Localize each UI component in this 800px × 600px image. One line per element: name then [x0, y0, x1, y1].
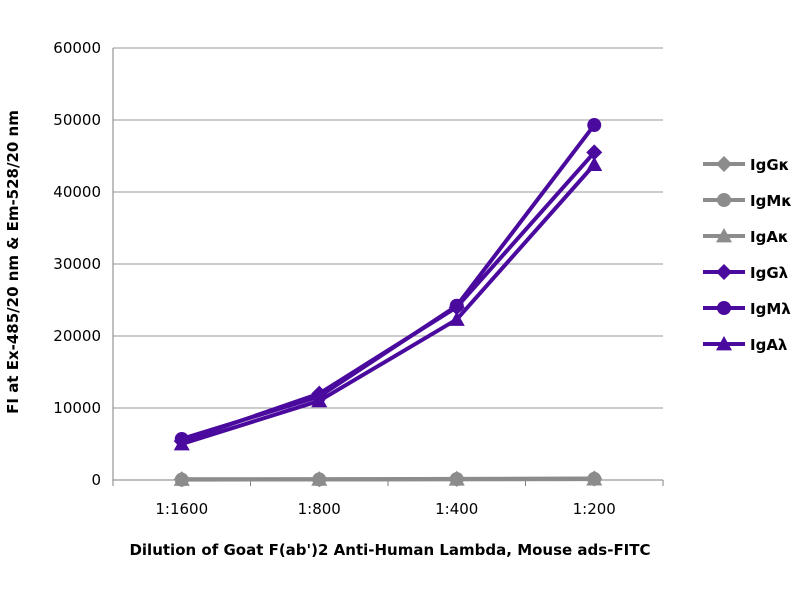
data-point: [586, 144, 603, 161]
legend-swatch-marker: [716, 336, 732, 351]
legend-label: IgAλ: [750, 336, 788, 354]
x-axis-title: Dilution of Goat F(ab')2 Anti-Human Lamb…: [129, 541, 650, 559]
legend-item: IgAκ: [703, 228, 789, 246]
legend-label: IgMλ: [750, 300, 791, 318]
y-tick-label: 30000: [53, 255, 101, 273]
y-tick-label: 60000: [53, 39, 101, 57]
series-3: [173, 471, 603, 486]
series-5: [174, 118, 602, 446]
legend-label: IgMκ: [750, 192, 792, 210]
legend-swatch-marker: [716, 228, 732, 243]
legend-item: IgGκ: [703, 156, 789, 174]
series-line: [181, 151, 596, 444]
legend-item: IgMκ: [703, 192, 792, 210]
y-tick-label: 50000: [53, 111, 101, 129]
y-tick-label: 40000: [53, 183, 101, 201]
legend-label: IgAκ: [750, 228, 789, 246]
legend-swatch-marker: [716, 264, 732, 280]
legend-swatch-marker: [717, 301, 731, 315]
x-tick-label: 1:1600: [155, 500, 208, 518]
series-6: [173, 156, 603, 451]
data-point: [173, 436, 190, 451]
axes: 0 10000 20000 30000 40000 50000 60000 1:1600 1:8…: [53, 39, 664, 518]
series-4: [173, 144, 603, 450]
y-tick-label: 20000: [53, 327, 101, 345]
data-point: [311, 392, 328, 408]
data-point: [448, 311, 465, 326]
legend-item: IgAλ: [703, 336, 788, 354]
y-tick-label: 0: [91, 471, 101, 489]
y-axis-title: FI at Ex-485/20 nm & Em-528/20 nm: [4, 110, 22, 414]
legend-label: IgGκ: [750, 156, 789, 174]
data-point: [311, 471, 328, 486]
series-group: [173, 118, 603, 488]
series-line: [181, 123, 596, 441]
data-point: [587, 118, 602, 133]
legend-item: IgMλ: [703, 300, 791, 318]
x-tick-label: 1:400: [435, 500, 478, 518]
legend-label: IgGλ: [750, 264, 789, 282]
data-point: [173, 471, 190, 486]
legend-swatch-marker: [717, 193, 731, 207]
legend: IgGκ IgMκ IgAκ IgGλ IgMλ IgAλ: [703, 156, 792, 354]
data-point: [448, 471, 465, 486]
data-point: [449, 298, 464, 313]
y-tick-label: 10000: [53, 399, 101, 417]
x-tick-label: 1:200: [573, 500, 616, 518]
series-line: [181, 163, 596, 446]
gridlines: [113, 47, 663, 409]
legend-swatch-marker: [716, 156, 732, 172]
data-point: [586, 156, 603, 172]
legend-item: IgGλ: [703, 264, 789, 282]
data-point: [586, 471, 603, 486]
x-tick-label: 1:800: [298, 500, 341, 518]
